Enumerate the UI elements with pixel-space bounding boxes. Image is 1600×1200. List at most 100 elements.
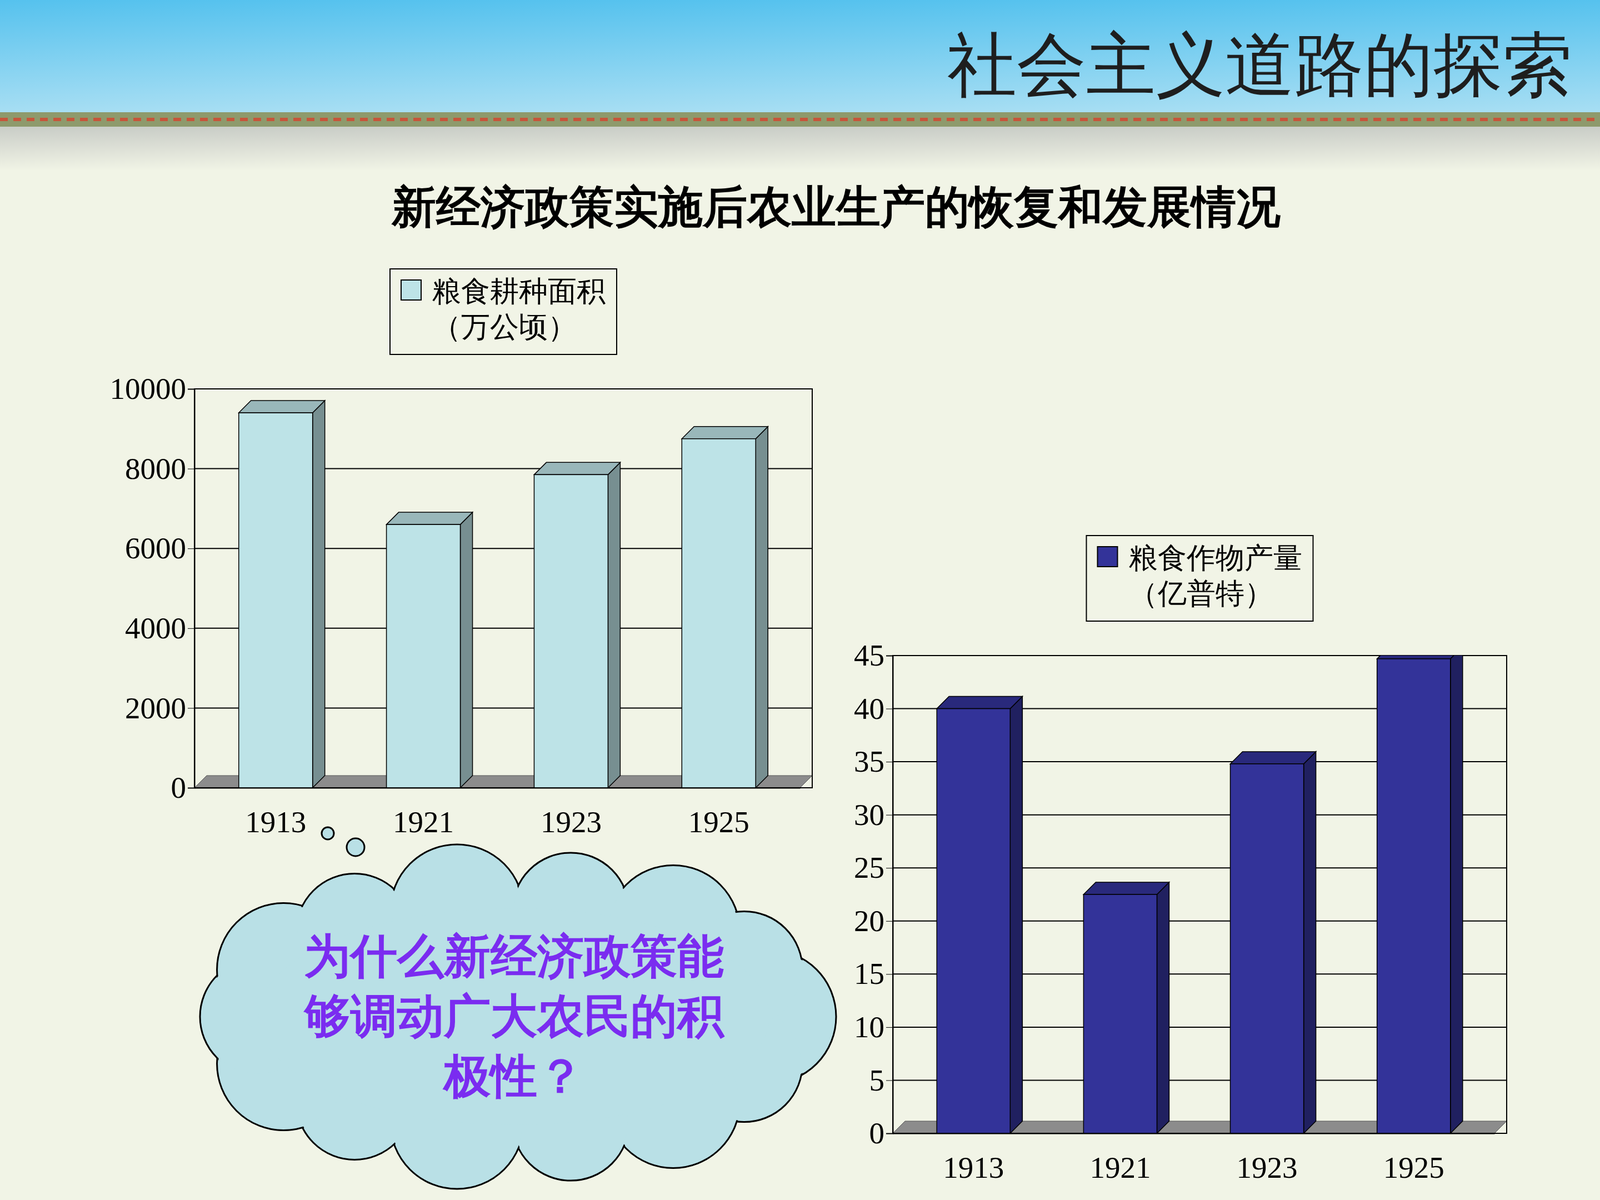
y-tick: 15 (853, 956, 893, 991)
y-tick: 10 (853, 1010, 893, 1044)
bar (681, 438, 756, 788)
page: 社会主义道路的探索新经济政策实施后农业生产的恢复和发展情况 0 2000 4000 60… (0, 0, 1600, 1200)
legend-label: 粮食耕种面积（万公顷） (432, 274, 606, 344)
y-tick-label: 15 (853, 956, 885, 991)
y-tick-mark (886, 761, 893, 763)
y-tick: 25 (853, 850, 893, 885)
x-axis-line (893, 1133, 1495, 1135)
y-tick-mark (187, 707, 195, 709)
y-tick-label: 0 (869, 1116, 885, 1150)
y-tick-mark (187, 548, 195, 549)
x-tick: 1923 (1236, 1133, 1298, 1185)
y-tick-label: 25 (853, 850, 885, 885)
y-axis: 0 5 10 15 20 25 30 35 40 45 (853, 638, 894, 1150)
y-tick: 8000 (125, 451, 195, 486)
y-tick: 30 (853, 797, 893, 832)
bar-top (681, 426, 768, 439)
y-tick-label: 45 (853, 638, 885, 673)
x-tick: 1913 (245, 787, 307, 839)
legend-label: 粮食作物产量（亿普特） (1128, 541, 1303, 610)
y-tick-label: 0 (171, 770, 187, 805)
y-tick-label: 8000 (125, 451, 187, 486)
y-tick-label: 40 (853, 691, 885, 726)
legend: 粮食作物产量（亿普特） (1086, 535, 1314, 622)
x-tick-label: 1913 (942, 1150, 1004, 1185)
y-tick: 0 (171, 770, 195, 805)
x-tick: 1913 (942, 1133, 1004, 1185)
y-tick-mark (187, 787, 195, 789)
y-tick-label: 30 (853, 797, 885, 832)
bar-side (755, 426, 768, 788)
header-stripe-pattern (0, 117, 1600, 122)
y-tick-label: 4000 (125, 611, 187, 645)
y-tick-mark (886, 867, 893, 869)
legend-box (390, 268, 617, 355)
background (0, 0, 1600, 1200)
bar-side (312, 400, 325, 788)
x-tick-label: 1925 (688, 805, 750, 839)
y-tick-label: 10000 (110, 371, 187, 406)
y-tick-mark (886, 655, 893, 657)
bubble-core (258, 908, 770, 1125)
x-tick: 1921 (392, 787, 454, 839)
y-tick: 5 (869, 1063, 894, 1098)
bar-side (1450, 655, 1463, 1134)
y-tick-mark (187, 468, 195, 470)
legend: 粮食耕种面积（万公顷） (390, 268, 617, 355)
bar-top (533, 462, 620, 475)
slide: 社会主义道路的探索新经济政策实施后农业生产的恢复和发展情况 0 2000 4000 60… (0, 0, 1600, 1200)
y-tick: 20 (853, 903, 893, 938)
bubble-dot (346, 838, 365, 857)
y-tick: 4000 (125, 611, 195, 645)
y-tick-mark (187, 388, 195, 390)
y-axis-line (187, 389, 195, 789)
bars (238, 400, 768, 788)
bars (936, 655, 1463, 1134)
bar (936, 708, 1010, 1134)
bar-top (386, 512, 473, 525)
y-tick-label: 5 (869, 1063, 885, 1098)
y-tick-mark (886, 708, 893, 710)
x-tick-label: 1923 (1236, 1150, 1298, 1185)
bar-top (238, 400, 325, 413)
y-tick: 45 (853, 638, 893, 673)
plot-frame (194, 388, 813, 788)
chart-title: 新经济政策实施后农业生产的恢复和发展情况 (391, 181, 1281, 233)
x-tick: 1925 (1383, 1133, 1445, 1185)
y-tick: 40 (853, 691, 893, 726)
bar-top (1230, 751, 1317, 764)
bar-top (1377, 655, 1463, 659)
x-axis-line (195, 787, 801, 789)
bar (533, 474, 608, 788)
bubble-dot (321, 827, 334, 840)
bar-side (1010, 696, 1023, 1134)
y-tick: 6000 (125, 531, 195, 565)
x-tick-label: 1913 (245, 805, 307, 839)
legend-swatch (401, 280, 422, 300)
x-axis: 1913 1921 1923 1925 (195, 787, 801, 839)
y-tick-label: 2000 (125, 691, 187, 725)
x-tick-label: 1921 (1089, 1150, 1151, 1185)
bar (1230, 763, 1304, 1134)
slide-header: 社会主义道路的探索 (947, 27, 1573, 104)
header-stripe (0, 112, 1600, 127)
chart: 0 2000 4000 6000 8000 10000 1913 1921 1923 1925 粮食… (110, 268, 813, 839)
y-tick-label: 20 (853, 903, 885, 938)
x-tick: 1921 (1089, 1133, 1151, 1185)
y-tick: 2000 (125, 691, 195, 725)
y-tick-mark (886, 1080, 893, 1081)
y-tick-mark (886, 973, 893, 975)
y-tick-mark (886, 815, 893, 816)
x-tick: 1925 (688, 787, 750, 839)
bar (1377, 658, 1451, 1134)
x-tick-label: 1921 (392, 805, 454, 839)
y-tick-label: 6000 (125, 531, 187, 565)
bar (386, 524, 461, 788)
y-tick-mark (886, 921, 893, 922)
bar-top (1083, 882, 1169, 895)
y-tick-label: 35 (853, 744, 885, 779)
header-band (0, 0, 1600, 113)
header-shade (0, 126, 1600, 172)
bar-side (460, 512, 473, 788)
x-tick-label: 1923 (540, 805, 602, 839)
